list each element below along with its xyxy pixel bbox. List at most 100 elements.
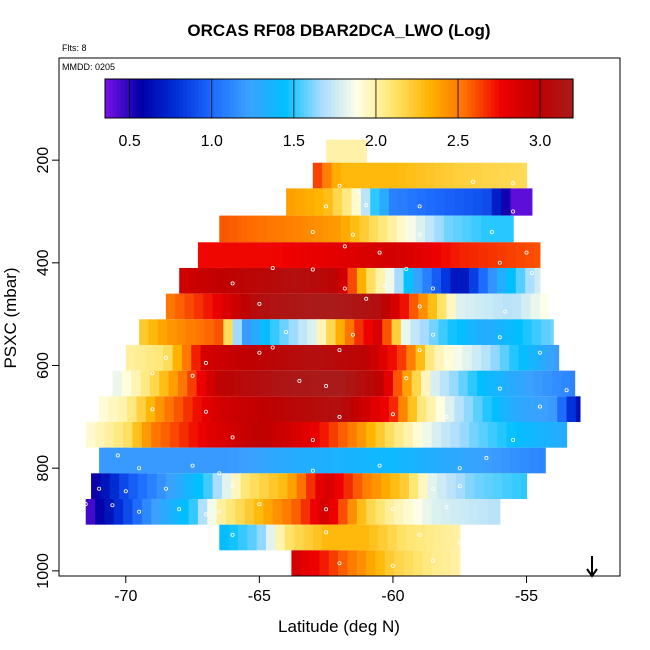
- sample-point: [337, 183, 342, 188]
- heatmap-cell: [307, 319, 318, 345]
- heatmap-cell: [534, 267, 541, 294]
- heatmap-cell: [216, 498, 227, 525]
- heatmap-band: [91, 473, 528, 499]
- heatmap-cell: [490, 162, 501, 189]
- colorbar-swatch: [151, 79, 157, 118]
- heatmap-cell: [390, 293, 401, 320]
- sample-point: [484, 455, 489, 460]
- heatmap-cell: [141, 498, 152, 525]
- heatmap-cell: [155, 447, 166, 474]
- heatmap-cell: [550, 319, 554, 345]
- colorbar-swatch: [522, 79, 527, 118]
- colorbar-swatch: [413, 79, 418, 118]
- heatmap-cell: [534, 242, 541, 268]
- heatmap-cell: [359, 215, 370, 243]
- heatmap-cell: [392, 370, 403, 397]
- sample-point: [471, 179, 476, 184]
- heatmap-cell: [394, 267, 405, 294]
- heatmap-cell: [323, 188, 334, 216]
- heatmap-cell: [443, 162, 454, 189]
- heatmap-cell: [104, 498, 115, 525]
- flights-note: Flts: 8: [62, 43, 87, 53]
- heatmap-cell: [278, 473, 289, 499]
- heatmap-cell: [454, 188, 465, 216]
- heatmap-cell: [439, 370, 450, 397]
- heatmap-cell: [510, 188, 521, 216]
- colorbar-swatch: [124, 79, 129, 118]
- sample-point: [217, 509, 222, 514]
- heatmap-cell: [165, 473, 176, 499]
- sample-point: [382, 283, 387, 288]
- heatmap-cell: [366, 498, 377, 525]
- sample-point: [337, 561, 342, 566]
- heatmap-cell: [213, 319, 224, 345]
- sample-point: [537, 404, 542, 409]
- sample-point: [497, 386, 502, 391]
- sample-point: [457, 466, 462, 471]
- colorbar-swatch: [510, 79, 516, 118]
- sample-point: [284, 330, 289, 335]
- x-tick-label: -60: [381, 588, 404, 605]
- heatmap-cell: [331, 344, 342, 371]
- heatmap-cell: [232, 319, 243, 345]
- colorbar-swatch: [436, 79, 441, 118]
- sample-point: [310, 468, 315, 473]
- heatmap-cell: [406, 215, 417, 243]
- heatmap-cell: [241, 319, 252, 345]
- sample-point: [115, 453, 120, 458]
- heatmap-cell: [422, 267, 433, 294]
- colorbar-swatch: [553, 79, 558, 118]
- heatmap-cell: [388, 447, 399, 474]
- sample-point: [337, 414, 342, 419]
- sample-point: [150, 371, 155, 376]
- heatmap-cell: [237, 344, 248, 371]
- heatmap-cell: [407, 447, 418, 474]
- heatmap-cell: [416, 396, 427, 422]
- heatmap-cell: [543, 421, 554, 448]
- colorbar-swatch: [288, 79, 293, 118]
- sample-point: [177, 507, 182, 512]
- heatmap-cell: [254, 242, 264, 268]
- heatmap-cell: [237, 524, 248, 551]
- sample-point: [123, 489, 128, 494]
- heatmap-cell: [323, 447, 334, 474]
- heatmap-cell: [338, 267, 349, 294]
- colorbar-swatch: [557, 79, 562, 118]
- heatmap-cell: [501, 447, 512, 474]
- colorbar-frame: [104, 78, 574, 119]
- heatmap-cell: [477, 370, 488, 397]
- heatmap-band: [219, 215, 514, 243]
- sample-point: [324, 204, 329, 209]
- heatmap-cell: [219, 344, 230, 371]
- colorbar-swatch: [327, 79, 332, 118]
- heatmap-cell: [184, 473, 195, 499]
- heatmap-cell: [412, 242, 423, 268]
- heatmap-cell: [415, 524, 426, 551]
- heatmap-cell: [430, 370, 441, 397]
- heatmap-cell: [229, 396, 240, 422]
- sample-point: [257, 301, 262, 306]
- heatmap-cell: [220, 396, 231, 422]
- sample-point: [377, 250, 382, 255]
- colorbar-swatch: [471, 79, 477, 118]
- heatmap-cell: [112, 370, 123, 397]
- heatmap-cell: [175, 293, 186, 320]
- heatmap-cell: [362, 293, 373, 320]
- heatmap-cell: [322, 215, 333, 243]
- heatmap-cell: [518, 162, 528, 189]
- heatmap-cell: [291, 421, 302, 448]
- heatmap-cell: [328, 242, 339, 268]
- heatmap-cell: [490, 344, 501, 371]
- colorbar-swatch: [120, 79, 126, 118]
- heatmap-cell: [420, 370, 431, 397]
- heatmap-cell: [453, 215, 463, 243]
- heatmap-cell: [151, 421, 162, 448]
- colorbar-swatch: [514, 79, 519, 118]
- heatmap-cell: [272, 498, 283, 525]
- heatmap-cell: [398, 396, 409, 422]
- heatmap-cell: [363, 319, 374, 345]
- heatmap-band: [139, 319, 554, 345]
- sample-point: [537, 350, 542, 355]
- heatmap-cell: [481, 162, 492, 189]
- heatmap-cell: [286, 396, 297, 422]
